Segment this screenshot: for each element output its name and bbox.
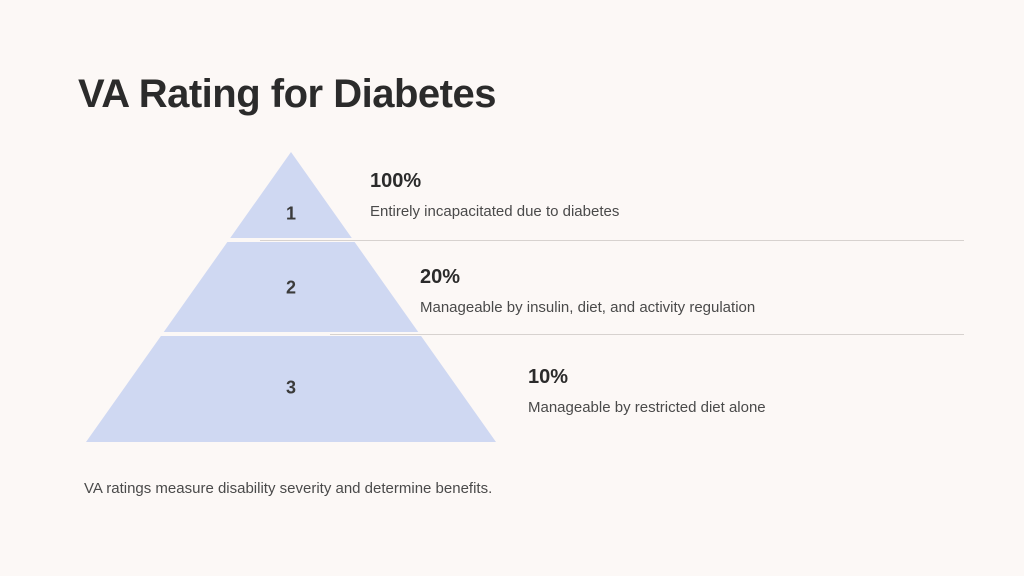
tier-description-2: Manageable by insulin, diet, and activit…: [420, 299, 755, 316]
tier-label-3: 10% Manageable by restricted diet alone: [528, 366, 766, 416]
tier-description-3: Manageable by restricted diet alone: [528, 399, 766, 416]
tier-percent-2: 20%: [420, 266, 755, 289]
tier-percent-3: 10%: [528, 366, 766, 389]
tier-description-1: Entirely incapacitated due to diabetes: [370, 203, 619, 220]
page-title: VA Rating for Diabetes: [78, 72, 496, 117]
footnote-text: VA ratings measure disability severity a…: [84, 480, 492, 497]
divider-rule-2: [330, 334, 964, 335]
tier-percent-1: 100%: [370, 170, 619, 193]
tier-label-1: 100% Entirely incapacitated due to diabe…: [370, 170, 619, 220]
divider-rule-1: [260, 240, 964, 241]
tier-label-2: 20% Manageable by insulin, diet, and act…: [420, 266, 755, 316]
tier-number-3: 3: [286, 378, 296, 399]
